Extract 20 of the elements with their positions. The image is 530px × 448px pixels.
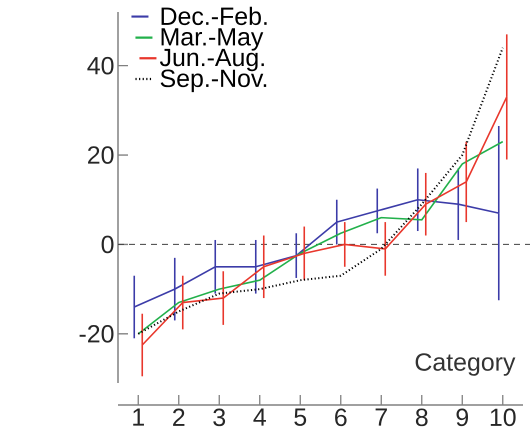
x-tick-label: 10 [490, 408, 516, 426]
legend-label: Mar.-May [162, 28, 264, 51]
y-tick-label: 40 [87, 56, 114, 74]
y-tick-label: 20 [88, 146, 114, 164]
x-tick-label: 1 [133, 408, 144, 426]
legend-label: Dec.-Feb. [162, 6, 267, 26]
y-tick-label: 0 [102, 236, 114, 254]
x-axis-title: Category [416, 353, 516, 376]
legend-label: Sep.-Nov. [160, 70, 266, 92]
x-tick-label: 5 [294, 408, 306, 426]
legend-label: Jun.-Aug. [160, 48, 264, 72]
line-series [137, 140, 504, 335]
x-tick-label: 6 [335, 408, 347, 426]
x-tick-label: 3 [213, 408, 226, 426]
x-tick-label: 8 [416, 408, 428, 426]
x-tick-label: 7 [376, 408, 387, 426]
x-tick-label: 9 [456, 408, 468, 426]
y-tick-label: -20 [80, 325, 114, 343]
x-tick-label: 4 [253, 408, 266, 426]
x-tick-label: 2 [173, 408, 184, 426]
